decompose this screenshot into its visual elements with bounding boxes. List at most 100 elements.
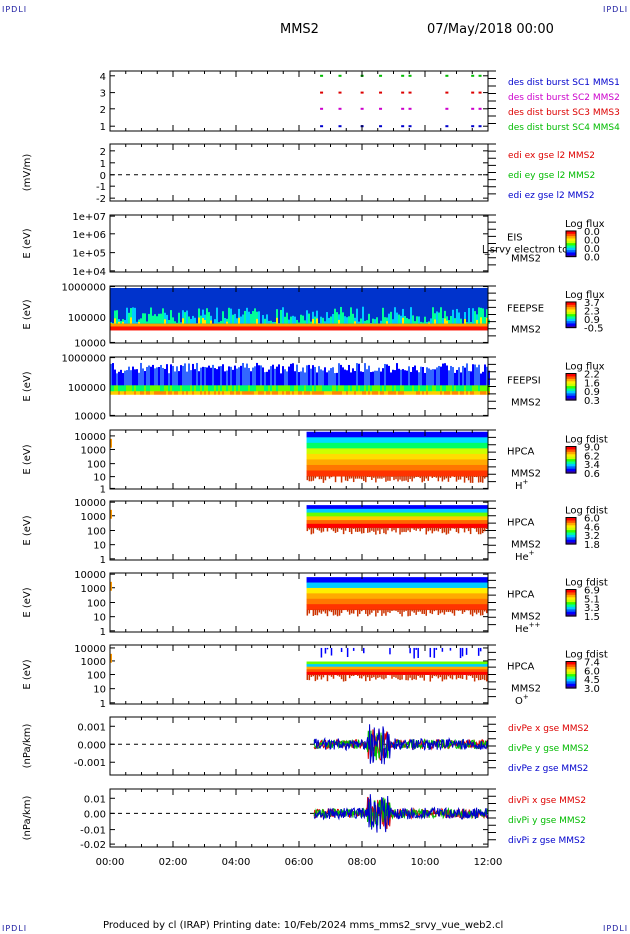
spectrogram-column [402, 317, 404, 324]
panel-frame [109, 143, 489, 202]
spectrogram-column [474, 385, 476, 393]
spectrogram-column [234, 391, 236, 395]
colorbar-segment [566, 378, 576, 382]
spectrogram-column [190, 385, 192, 393]
spectrogram-column [428, 391, 430, 395]
ytick-label: -0.01 [80, 826, 106, 837]
spectrogram-column [280, 385, 282, 393]
spectrogram-column [228, 307, 230, 324]
burst-marker [320, 74, 324, 77]
spectrogram-column [417, 476, 419, 477]
spectrogram-column [318, 527, 321, 531]
spectrogram-edge [110, 438, 112, 448]
spectrogram-column [322, 609, 325, 612]
spectrogram-column [214, 319, 216, 324]
ytick-label: 100 [87, 460, 106, 471]
spectrogram-column [340, 674, 343, 680]
spectrogram-column [413, 674, 415, 680]
spectrogram-column [405, 476, 407, 481]
spectrogram-column [448, 385, 450, 393]
spectrogram-column [286, 391, 288, 395]
spectrogram-column [410, 371, 412, 393]
spectrogram-column [374, 370, 376, 393]
spectrogram-column [120, 369, 122, 393]
spectrogram-column [371, 527, 373, 531]
spectrogram-column [310, 527, 313, 535]
spectrogram-column [218, 366, 220, 393]
colorbar-segment [566, 668, 576, 672]
spectrogram-column [352, 527, 355, 529]
colorbar-segment [566, 304, 576, 308]
spectrogram-column [415, 527, 417, 531]
spectrogram-column [396, 385, 398, 393]
spectrogram-column [420, 385, 422, 393]
spectrogram-column [192, 391, 194, 395]
spectrogram-column [118, 385, 120, 393]
spectrogram-column [340, 527, 343, 530]
colorbar-title: Log fdist [565, 577, 608, 588]
spectrogram-column [312, 311, 314, 324]
spectrogram-column [417, 674, 419, 677]
spectrogram-column [226, 370, 228, 393]
spectrogram-column [162, 308, 164, 324]
spectrogram-column [389, 674, 391, 676]
spectrogram-column [401, 476, 403, 482]
colorbar-frame [565, 230, 577, 258]
colorbar-segment [566, 242, 576, 246]
spectrogram-column [158, 313, 160, 324]
spectrogram-column [344, 369, 346, 393]
spectrogram-column [466, 322, 468, 324]
spectrogram-column [470, 321, 472, 324]
spectrogram-column [488, 385, 490, 393]
spectrogram-column [276, 391, 278, 395]
spectrogram-column [435, 674, 438, 677]
spectrogram-column [308, 674, 311, 681]
series-line [313, 724, 489, 765]
spectrogram-column [196, 391, 198, 395]
spectrogram-column [134, 369, 136, 393]
overlay-label: l_srvy electron to [482, 245, 568, 256]
spectrogram-column [445, 674, 448, 680]
colorbar-tick: -0.5 [584, 324, 604, 335]
spectrogram-column [474, 364, 476, 393]
spectrogram-column [154, 314, 156, 324]
spectrogram-column [220, 366, 222, 393]
spectrogram-column [212, 391, 214, 395]
spectrogram-column [360, 371, 362, 393]
spectrogram-column [246, 363, 248, 393]
spectrogram-column [458, 385, 460, 393]
burst-marker [445, 74, 449, 77]
spectrogram-column [130, 308, 132, 324]
spectrogram-column [320, 476, 323, 480]
spectrogram-column [110, 363, 112, 393]
spectrogram-column [418, 316, 420, 324]
spectrogram-column [392, 385, 394, 393]
spectrogram-column [468, 385, 470, 393]
legend-entry: des dist burst SC1 MMS1 [508, 78, 620, 88]
spectrogram-column [146, 391, 148, 395]
spectrogram-column [318, 674, 321, 677]
spectrogram-column [409, 647, 411, 654]
spectrogram-band [306, 516, 488, 521]
spectrogram-column [455, 476, 458, 482]
spectrogram-column [391, 674, 393, 679]
spectrogram-column [256, 311, 258, 324]
spectrogram-column [399, 476, 401, 480]
spectrogram-column [404, 370, 406, 393]
spectrogram-column [224, 371, 226, 393]
spectrogram-column [387, 527, 389, 531]
spectrogram-column [472, 385, 474, 393]
spectrogram-column [428, 322, 430, 324]
spectrogram-column [358, 476, 361, 479]
spectrogram-column [402, 308, 404, 324]
spectrogram-column [216, 307, 218, 324]
spectrogram-column [404, 316, 406, 324]
spectrogram-column [380, 371, 382, 393]
spectrogram-column [377, 476, 379, 479]
colorbar-segment [566, 591, 576, 595]
spectrogram-column [268, 391, 270, 395]
spectrogram-column [464, 318, 466, 324]
spectrogram-column [441, 647, 444, 652]
spectrogram-column [178, 371, 180, 393]
colorbar-tick: 1.8 [584, 540, 600, 551]
